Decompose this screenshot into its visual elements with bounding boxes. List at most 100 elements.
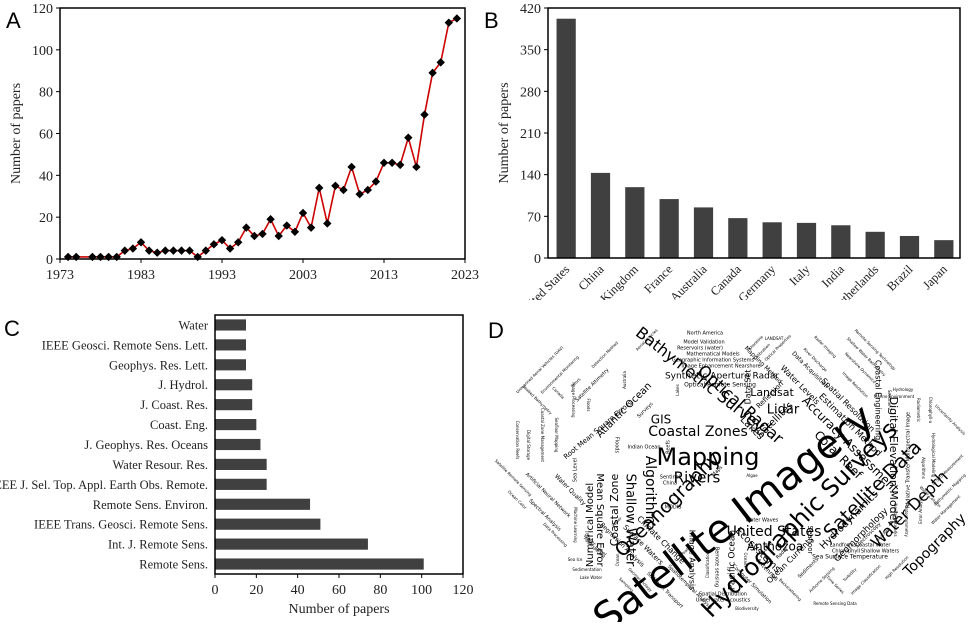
data-point (128, 244, 138, 253)
x-tick-label: 1973 (46, 268, 74, 283)
bar (215, 518, 321, 530)
x-tick-label: Germany (735, 262, 778, 300)
x-tick-label: China (576, 262, 607, 293)
data-point (112, 252, 121, 262)
data-point (193, 252, 202, 262)
x-tick-label: 2003 (289, 268, 317, 283)
data-point (420, 110, 429, 119)
y-tick-label: Coast. Eng. (150, 418, 208, 432)
data-point (347, 162, 356, 172)
x-tick-label: Italy (787, 262, 814, 289)
bar (215, 478, 267, 490)
data-point (120, 246, 129, 255)
data-point (104, 252, 113, 262)
bar (865, 231, 885, 258)
x-tick-label: 120 (453, 583, 474, 598)
bar (215, 379, 253, 391)
bar (693, 207, 714, 258)
data-point (72, 252, 81, 262)
data-point (136, 238, 146, 247)
bar (762, 222, 782, 258)
data-point (153, 248, 162, 257)
y-tick-label: J. Coast. Res. (140, 398, 208, 412)
bar (215, 538, 368, 550)
data-point (323, 219, 332, 228)
x-axis-label: Number of papers (288, 602, 389, 617)
y-tick-label: IEEE Geosci. Remote Sens. Lett. (42, 338, 208, 352)
x-tick-label: Japan (920, 262, 951, 293)
x-tick-label: 40 (291, 583, 305, 598)
y-tick-label: IEEE J. Sel. Top. Appl. Earth Obs. Remot… (0, 478, 208, 492)
y-axis-label: Number of papers (497, 82, 512, 183)
x-tick-label: Brazil (884, 262, 916, 294)
x-tick-label: 2023 (451, 268, 479, 283)
y-tick-label: 120 (32, 2, 53, 17)
data-point (436, 58, 445, 67)
y-tick-label: Remote Sens. (139, 558, 208, 572)
x-tick-label: 80 (373, 583, 387, 598)
bar (659, 199, 679, 258)
bar (215, 319, 246, 331)
x-tick-label: United States (515, 262, 572, 300)
data-point (201, 246, 210, 255)
data-point (274, 231, 283, 241)
panel-d: D (480, 300, 976, 622)
bar (556, 18, 576, 259)
bar (215, 498, 311, 510)
x-tick-label: 2013 (370, 268, 398, 283)
data-point (298, 208, 308, 218)
y-tick-label: 350 (520, 44, 541, 59)
y-axis-label: Number of papers (9, 83, 24, 184)
data-point (169, 246, 178, 255)
data-point (339, 185, 348, 195)
x-tick-label: 60 (332, 583, 346, 598)
data-point (444, 18, 453, 27)
panel-label-a: A (6, 8, 21, 33)
y-tick-label: 420 (520, 2, 541, 17)
data-point (217, 235, 227, 245)
bar (728, 218, 748, 258)
data-point (387, 158, 397, 167)
data-point (315, 183, 324, 193)
x-tick-label: 100 (411, 583, 432, 598)
data-point (452, 14, 462, 23)
bar (215, 359, 246, 371)
data-point (242, 223, 251, 232)
data-point (412, 162, 421, 172)
panel-label-c: C (4, 316, 20, 341)
data-point (177, 246, 186, 255)
x-tick-label: 1993 (208, 268, 236, 283)
bar (215, 418, 257, 431)
y-tick-label: Water Resour. Res. (112, 458, 208, 472)
bar (796, 222, 817, 258)
y-tick-label: 40 (39, 169, 53, 184)
y-tick-label: 210 (520, 127, 541, 142)
data-point (404, 133, 413, 142)
data-point (209, 240, 219, 249)
y-tick-label: 0 (46, 253, 53, 268)
data-point (306, 223, 316, 232)
data-point (363, 185, 372, 195)
y-tick-label: Geophys. Res. Lett. (109, 358, 208, 372)
y-tick-label: Water (178, 318, 208, 332)
bar (831, 225, 851, 258)
bar (215, 399, 253, 411)
y-tick-label: 100 (32, 44, 53, 59)
bar (590, 172, 611, 258)
x-tick-label: 1983 (127, 268, 155, 283)
data-point (250, 231, 259, 241)
data-point (96, 252, 105, 262)
data-point (282, 221, 291, 230)
y-tick-label: J. Hydrol. (158, 378, 208, 392)
y-tick-label: 140 (520, 169, 541, 184)
y-tick-label: 70 (527, 210, 541, 225)
panel-c: C Water IEEE Geosci. Remote Sens. Lett. Ge… (0, 300, 480, 622)
data-point (371, 177, 381, 186)
bar (215, 458, 267, 471)
x-tick-label: India (819, 262, 847, 290)
data-point (161, 246, 170, 255)
bar (934, 240, 954, 258)
y-tick-label: 80 (39, 86, 53, 101)
data-point (234, 238, 243, 247)
